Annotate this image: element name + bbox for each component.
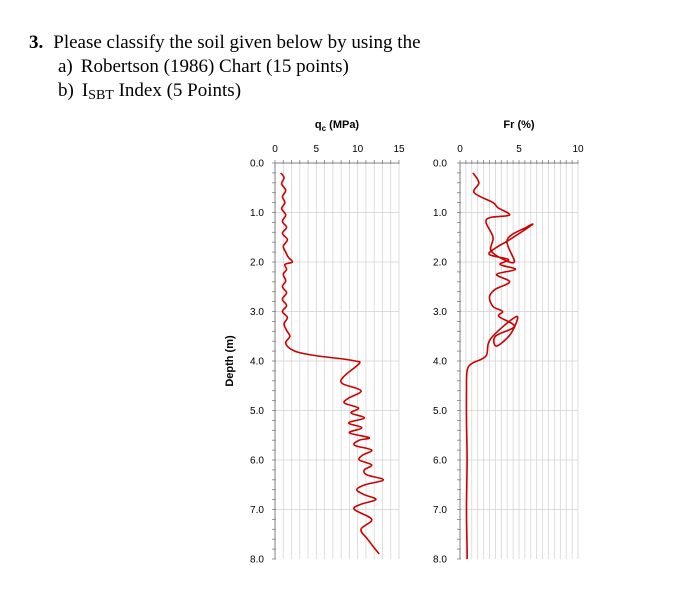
chart-title: Fr (%) <box>503 119 535 131</box>
question-item-a: a) Robertson (1986) Chart (15 points) <box>58 57 349 76</box>
chart-title: qc (MPa) <box>315 119 360 133</box>
question-heading: 3. Please classify the soil given below b… <box>29 33 421 52</box>
y-tick-label: 2.0 <box>250 258 264 269</box>
y-tick-label: 5.0 <box>433 406 447 417</box>
x-tick-label: 0 <box>457 144 463 155</box>
y-tick-label: 8.0 <box>433 555 447 566</box>
y-tick-label: 5.0 <box>250 406 264 417</box>
series-line-2 <box>465 172 534 560</box>
y-tick-label: 4.0 <box>250 357 264 368</box>
y-tick-label: 7.0 <box>433 505 447 516</box>
chart-title-rest: (MPa) <box>326 119 359 131</box>
chart-1: 0 5 10 15 0.0 1.0 2.0 3.0 4.0 5.0 6.0 7.0 8.0 qc (MPa… <box>224 119 405 566</box>
question-number: 3. <box>29 32 44 53</box>
y-tick-label: 8.0 <box>250 555 264 566</box>
x-tick-label: 10 <box>352 144 364 155</box>
y-tick-label: 0.0 <box>433 159 447 170</box>
item-b-text-sub: SBT <box>88 88 114 103</box>
y-tick-label: 1.0 <box>250 208 264 219</box>
item-a-text: Robertson (1986) Chart (15 points) <box>80 56 349 77</box>
item-a-label: a) <box>58 56 73 77</box>
question-item-b: b) ISBT Index (5 Points) <box>58 80 242 103</box>
chart-title-sub: c <box>322 124 327 133</box>
y-tick-label: 3.0 <box>250 307 264 318</box>
y-tick-label: 1.0 <box>433 208 447 219</box>
x-tick-label: 5 <box>516 144 522 155</box>
y-tick-label: 6.0 <box>433 456 447 467</box>
y-tick-label: 7.0 <box>250 505 264 516</box>
item-b-label: b) <box>58 80 74 101</box>
y-tick-label: 4.0 <box>433 357 447 368</box>
series-line-1 <box>280 172 385 555</box>
x-tick-label: 0 <box>272 144 278 155</box>
y-tick-label: 0.0 <box>250 159 264 170</box>
y-axis-label: Depth (m) <box>224 335 236 387</box>
item-b-text-after: Index (5 Points) <box>113 80 242 101</box>
y-tick-label: 6.0 <box>250 456 264 467</box>
x-tick-label: 15 <box>393 144 405 155</box>
item-b-text-main: I <box>81 80 89 101</box>
y-tick-label: 2.0 <box>433 258 447 269</box>
question-text: Please classify the soil given below by … <box>53 32 421 53</box>
x-tick-label: 5 <box>314 144 320 155</box>
y-tick-label: 3.0 <box>433 307 447 318</box>
x-tick-label: 10 <box>572 144 584 155</box>
chart-title-main: q <box>315 119 322 131</box>
chart-2: 0 5 10 0.0 1.0 2.0 3.0 4.0 5.0 6.0 7.0 8.0 Fr (%) <box>433 119 584 566</box>
